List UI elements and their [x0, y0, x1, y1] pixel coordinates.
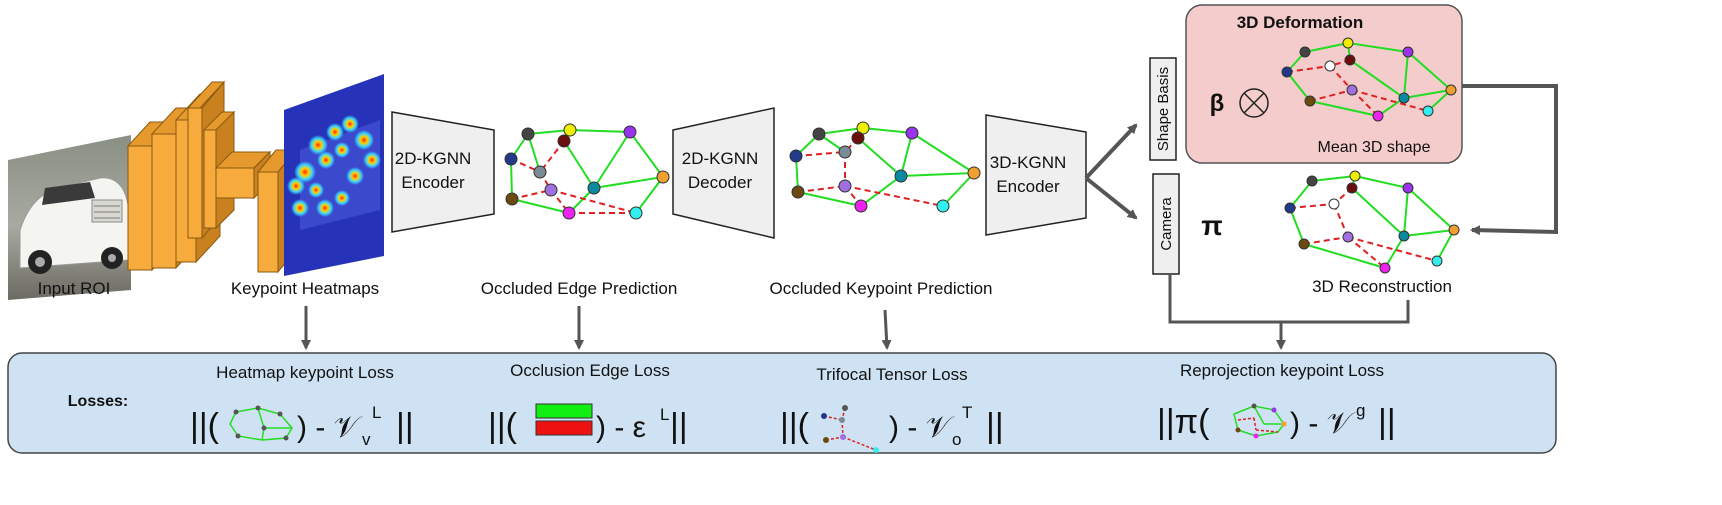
decoder-2d-block: 2D-KGNN Decoder: [672, 107, 775, 239]
red-edge-bar: [535, 420, 593, 436]
eq-edge-sup: L: [660, 405, 669, 424]
occlusion-edge-loss-title: Occlusion Edge Loss: [510, 361, 670, 380]
losses-header: Losses:: [68, 393, 128, 410]
eq-rep-sup: g: [1356, 401, 1365, 420]
occluded-edge-prediction-label: Occluded Edge Prediction: [481, 279, 678, 298]
deformation-title: 3D Deformation: [1237, 13, 1364, 32]
losses-panel: Losses: Heatmap keypoint Loss Occlusion …: [7, 352, 1557, 454]
shape-basis-label: Shape Basis: [1155, 67, 1172, 151]
deformation-panel: 3D Deformation β Mean 3D shape: [1185, 4, 1463, 164]
occluded-keypoint-prediction-label: Occluded Keypoint Prediction: [769, 279, 992, 298]
eq-heatmap-open: ||(: [190, 407, 220, 445]
trifocal-loss-title: Trifocal Tensor Loss: [816, 365, 967, 384]
eq-heatmap-sup: L: [372, 403, 381, 422]
edge-loss-equation: ||( ) - ε L ||: [488, 403, 688, 445]
encoder-3d-label-1: 3D-KGNN: [990, 153, 1067, 172]
eq-heatmap-end: ||: [396, 407, 414, 445]
eq-heatmap-sub: v: [362, 430, 371, 449]
mean-shape-label: Mean 3D shape: [1318, 139, 1431, 156]
eq-edge-open: ||(: [488, 407, 518, 445]
encoder-2d-label-1: 2D-KGNN: [395, 149, 472, 168]
keypoint-heatmaps-label: Keypoint Heatmaps: [231, 279, 379, 298]
eq-rep-close: ) - 𝒱: [1290, 407, 1356, 440]
reconstruction-3d-label: 3D Reconstruction: [1312, 277, 1452, 296]
eq-heatmap-close: ) - 𝒱: [297, 411, 363, 444]
otimes-icon: [1239, 88, 1269, 118]
reprojection-loss-title: Reprojection keypoint Loss: [1180, 361, 1384, 380]
reprojection-loss-equation: ||π( ) - 𝒱 g ||: [1157, 401, 1396, 441]
cnn-backbone: [126, 80, 298, 274]
eq-rep-end: ||: [1378, 403, 1396, 441]
eq-tri-sup: T: [962, 403, 972, 422]
occluded-edge-graph: [504, 123, 670, 220]
pi-symbol: π: [1201, 210, 1222, 241]
mean-3d-shape-graph: [1281, 37, 1457, 122]
eq-tri-sub: o: [952, 430, 961, 449]
eq-edge-end: ||: [670, 407, 688, 445]
encoder-2d-block: 2D-KGNN Encoder: [391, 111, 495, 233]
input-roi-image: [8, 135, 131, 300]
heatmap-loss-title: Heatmap keypoint Loss: [216, 363, 394, 382]
eq-tri-graph-icon: [821, 405, 879, 453]
occluded-keypoint-graph: [789, 121, 981, 213]
loss-arrows: [301, 306, 892, 350]
keypoint-heatmap-image: [284, 74, 384, 276]
eq-rep-open: ||π(: [1157, 403, 1210, 441]
camera-label: Camera: [1158, 197, 1175, 251]
eq-heatmap-graph-icon: [229, 405, 293, 441]
shape-basis-box: Shape Basis: [1149, 57, 1177, 161]
branch-arrows: [1084, 123, 1138, 220]
eq-tri-open: ||(: [780, 407, 810, 445]
eq-rep-graph-icon: [1233, 403, 1287, 439]
encoder-2d-label-2: Encoder: [401, 173, 465, 192]
decoder-2d-label-2: Decoder: [688, 173, 753, 192]
trifocal-loss-equation: ||( ) - 𝒱 o T ||: [780, 403, 1004, 453]
heatmap-loss-equation: ||( ) - 𝒱 v L ||: [190, 403, 414, 449]
encoder-3d-block: 3D-KGNN Encoder: [985, 114, 1087, 236]
beta-symbol: β: [1210, 90, 1225, 117]
deformation-to-reconstruction-arrow: [1462, 84, 1558, 236]
reprojection-merge-arrow: [1168, 274, 1410, 350]
input-roi-label: Input ROI: [38, 279, 111, 298]
eq-tri-end: ||: [986, 407, 1004, 445]
decoder-2d-label-1: 2D-KGNN: [682, 149, 759, 168]
reconstruction-3d-graph: [1284, 170, 1460, 274]
camera-box: Camera: [1152, 173, 1180, 275]
encoder-3d-label-2: Encoder: [996, 177, 1060, 196]
eq-tri-close: ) - 𝒱: [889, 411, 955, 444]
eq-edge-close: ) - ε: [596, 411, 646, 444]
green-edge-bar: [535, 403, 593, 419]
